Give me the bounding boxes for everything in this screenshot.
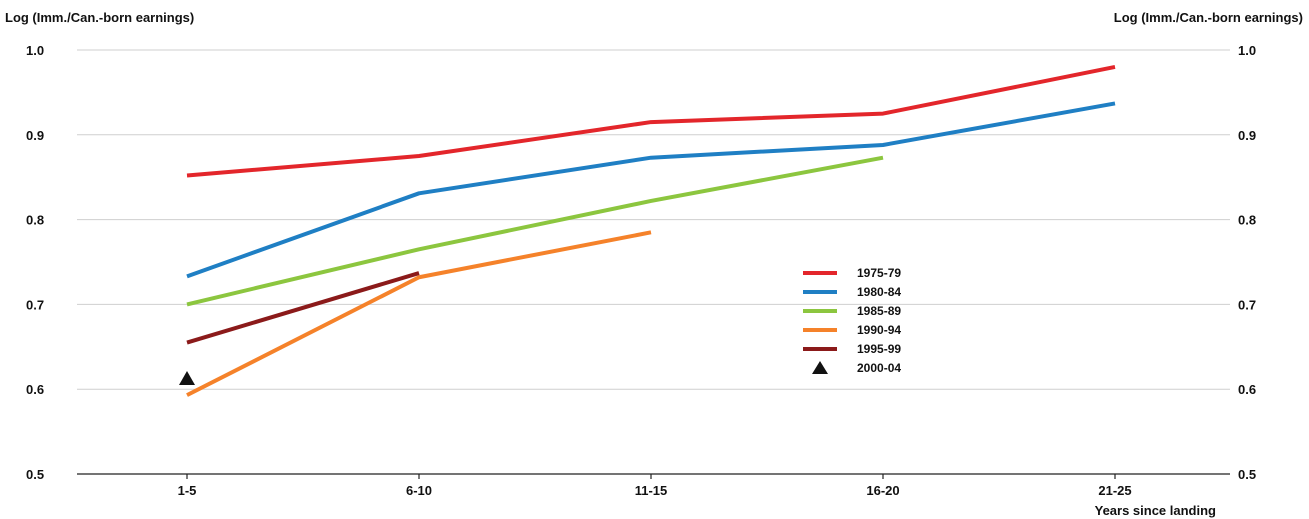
series-lines [179, 64, 1116, 397]
legend-label: 1995-99 [857, 342, 901, 356]
y-axis-label-left: Log (Imm./Can.-born earnings) [5, 10, 194, 25]
x-tick-label: 6-10 [406, 483, 432, 498]
series-line-1985-89 [186, 155, 884, 307]
x-tick-labels: 1-5 6-10 11-15 16-20 21-25 [178, 474, 1132, 498]
y-axis-label-right: Log (Imm./Can.-born earnings) [1114, 10, 1303, 25]
y-tick-label-right: 0.9 [1238, 128, 1256, 143]
series-marker-2000-04 [179, 371, 195, 386]
y-tick-label-right: 0.7 [1238, 297, 1256, 312]
legend-label: 1975-79 [857, 266, 901, 280]
x-tick-label: 16-20 [866, 483, 899, 498]
series-line-1995-99 [186, 271, 420, 345]
y-tick-label-left: 0.9 [26, 128, 44, 143]
y-tick-label-right: 0.8 [1238, 213, 1256, 228]
series-line-1975-79 [186, 64, 1116, 178]
x-tick-label: 11-15 [635, 483, 668, 498]
y-tick-label-right: 0.5 [1238, 467, 1256, 482]
x-tick-label: 1-5 [178, 483, 197, 498]
x-tick-label: 21-25 [1098, 483, 1131, 498]
y-tick-label-left: 0.7 [26, 297, 44, 312]
y-tick-labels: 0.5 0.5 0.6 0.6 0.7 0.7 0.8 0.8 0.9 0.9 1.0 1.0 [26, 43, 1256, 482]
legend-label: 1985-89 [857, 304, 901, 318]
x-axis-label: Years since landing [1095, 503, 1216, 518]
legend: 1975-79 1980-84 1985-89 1990-94 1995-99 2000-… [803, 266, 901, 375]
y-tick-label-left: 0.5 [26, 467, 44, 482]
legend-label: 1980-84 [857, 285, 901, 299]
y-tick-label-left: 0.6 [26, 382, 44, 397]
legend-label: 1990-94 [857, 323, 901, 337]
y-tick-label-right: 1.0 [1238, 43, 1256, 58]
gridlines [77, 49, 1230, 475]
y-tick-label-right: 0.6 [1238, 382, 1256, 397]
series-line-1980-84 [186, 101, 1116, 279]
legend-swatch [812, 361, 828, 374]
y-tick-label-left: 0.8 [26, 213, 44, 228]
y-tick-label-left: 1.0 [26, 43, 44, 58]
series-line-1990-94 [186, 230, 652, 397]
legend-label: 2000-04 [857, 361, 901, 375]
